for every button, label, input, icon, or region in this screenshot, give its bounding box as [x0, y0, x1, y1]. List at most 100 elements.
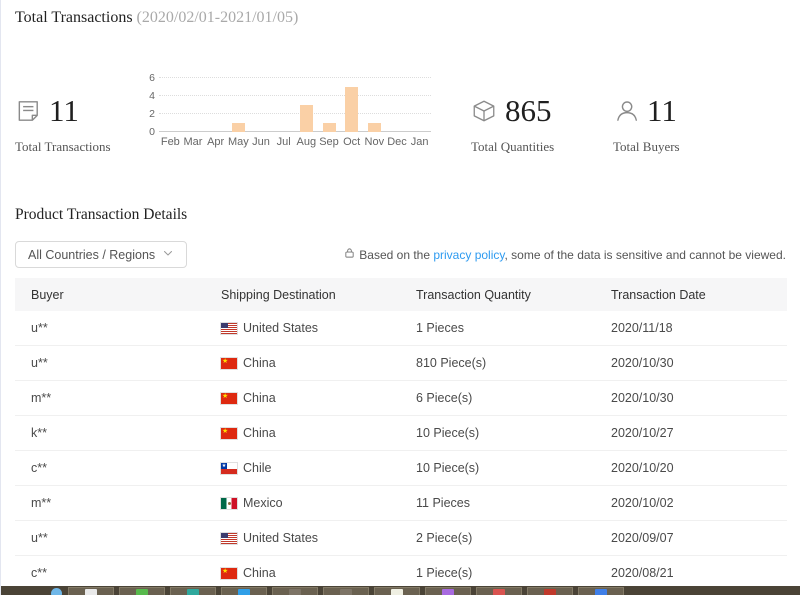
country-filter-dropdown[interactable]: All Countries / Regions	[15, 241, 188, 268]
quantity-cell: 2 Piece(s)	[416, 531, 473, 545]
total-quantities-value: 865	[505, 93, 552, 128]
section-heading: Product Transaction Details	[15, 206, 188, 223]
total-buyers-value: 11	[647, 93, 677, 128]
taskbar-item-glyph	[595, 589, 607, 595]
x-tick-label: Apr	[207, 136, 225, 148]
x-tick-label: Aug	[296, 136, 317, 148]
y-tick-label: 2	[149, 108, 155, 120]
taskbar-item-9[interactable]	[476, 587, 522, 595]
taskbar-item-3[interactable]	[170, 587, 216, 595]
transactions-table: Buyer Shipping Destination Transaction Q…	[15, 278, 787, 591]
table-row: m** China 6 Piece(s) 2020/10/30	[15, 381, 787, 416]
shipping-cell: China	[205, 566, 400, 580]
table-header: Buyer Shipping Destination Transaction Q…	[15, 278, 787, 311]
taskbar-item-10[interactable]	[527, 587, 573, 595]
country-flag	[221, 497, 237, 509]
privacy-note: Based on the privacy policy, some of the…	[344, 247, 786, 262]
quantity-cell: 1 Pieces	[416, 321, 464, 335]
country-name: China	[243, 391, 276, 405]
date-cell: 2020/10/20	[611, 461, 674, 475]
taskbar-item-5[interactable]	[272, 587, 318, 595]
table-row: u** China 810 Piece(s) 2020/10/30	[15, 346, 787, 381]
date-cell: 2020/10/30	[611, 356, 674, 370]
country-name: Mexico	[243, 496, 283, 510]
y-tick-label: 4	[149, 90, 155, 102]
shipping-cell: United States	[205, 321, 400, 335]
country-flag	[221, 462, 237, 474]
country-flag	[221, 322, 237, 334]
taskbar	[1, 586, 800, 595]
privacy-suffix: , some of the data is sensitive and cann…	[504, 247, 786, 262]
taskbar-item-8[interactable]	[425, 587, 471, 595]
chevron-down-icon	[162, 247, 174, 262]
col-buyer: Buyer	[31, 287, 64, 302]
country-name: United States	[243, 531, 319, 545]
taskbar-item-6[interactable]	[323, 587, 369, 595]
buyer-cell: m**	[31, 496, 52, 510]
buyer-cell: u**	[31, 321, 48, 335]
lock-icon	[344, 247, 355, 262]
country-name: Chile	[243, 461, 272, 475]
table-body: u** United States 1 Pieces 2020/11/18 u*…	[15, 311, 787, 591]
col-shipping: Shipping Destination	[221, 287, 336, 302]
taskbar-item-glyph	[544, 589, 556, 595]
taskbar-item-glyph	[289, 589, 301, 595]
taskbar-item-11[interactable]	[578, 587, 624, 595]
buyer-cell: c**	[31, 461, 47, 475]
privacy-policy-link[interactable]: privacy policy	[433, 247, 505, 262]
taskbar-item-1[interactable]	[68, 587, 114, 595]
taskbar-item-glyph	[187, 589, 199, 595]
table-row: u** United States 1 Pieces 2020/11/18	[15, 311, 787, 346]
shipping-cell: Mexico	[205, 496, 400, 510]
x-tick-label: Oct	[343, 136, 361, 148]
shipping-cell: China	[205, 356, 400, 370]
taskbar-item-0[interactable]	[49, 587, 63, 595]
date-cell: 2020/08/21	[611, 566, 674, 580]
document-icon	[15, 98, 41, 124]
x-tick-label: Jul	[276, 136, 291, 148]
taskbar-item-glyph	[391, 589, 403, 595]
country-name: China	[243, 356, 276, 370]
buyer-cell: c**	[31, 566, 47, 580]
total-transactions-value: 11	[49, 93, 79, 128]
table-row: c** Chile 10 Piece(s) 2020/10/20	[15, 451, 787, 486]
stat-total-buyers: 11 Total Buyers	[613, 94, 680, 155]
country-name: China	[243, 566, 276, 580]
country-flag	[221, 357, 237, 369]
country-flag	[221, 392, 237, 404]
shipping-cell: China	[205, 391, 400, 405]
taskbar-item-2[interactable]	[119, 587, 165, 595]
bar-sep	[322, 123, 336, 132]
total-buyers-label: Total Buyers	[613, 139, 680, 154]
country-name: China	[243, 426, 276, 440]
country-name: United States	[243, 321, 319, 335]
quantity-cell: 810 Piece(s)	[416, 356, 487, 370]
country-filter-label: All Countries / Regions	[28, 247, 156, 262]
bar-nov	[367, 123, 381, 132]
page-date-range: (2020/02/01-2021/01/05)	[136, 9, 299, 26]
x-axis-line	[159, 131, 431, 132]
gridline	[159, 77, 431, 78]
taskbar-item-glyph	[50, 588, 62, 595]
date-cell: 2020/11/18	[611, 321, 673, 335]
quantity-cell: 6 Piece(s)	[416, 391, 473, 405]
page-title-text: Total Transactions	[15, 9, 133, 26]
taskbar-item-glyph	[493, 589, 505, 595]
y-tick-label: 6	[149, 72, 155, 84]
stat-total-quantities: 865 Total Quantities	[471, 94, 554, 155]
col-date: Transaction Date	[611, 287, 706, 302]
bar-aug	[299, 105, 313, 132]
taskbar-item-7[interactable]	[374, 587, 420, 595]
bar-oct	[345, 87, 359, 132]
buyers-icon	[613, 98, 639, 124]
table-row: u** United States 2 Piece(s) 2020/09/07	[15, 521, 787, 556]
quantity-cell: 10 Piece(s)	[416, 461, 480, 475]
date-cell: 2020/09/07	[611, 531, 674, 545]
date-cell: 2020/10/27	[611, 426, 674, 440]
x-tick-label: Mar	[183, 136, 203, 148]
taskbar-item-glyph	[136, 589, 148, 595]
buyer-cell: m**	[31, 391, 52, 405]
taskbar-item-4[interactable]	[221, 587, 267, 595]
privacy-text: Based on the privacy policy, some of the…	[359, 248, 786, 262]
